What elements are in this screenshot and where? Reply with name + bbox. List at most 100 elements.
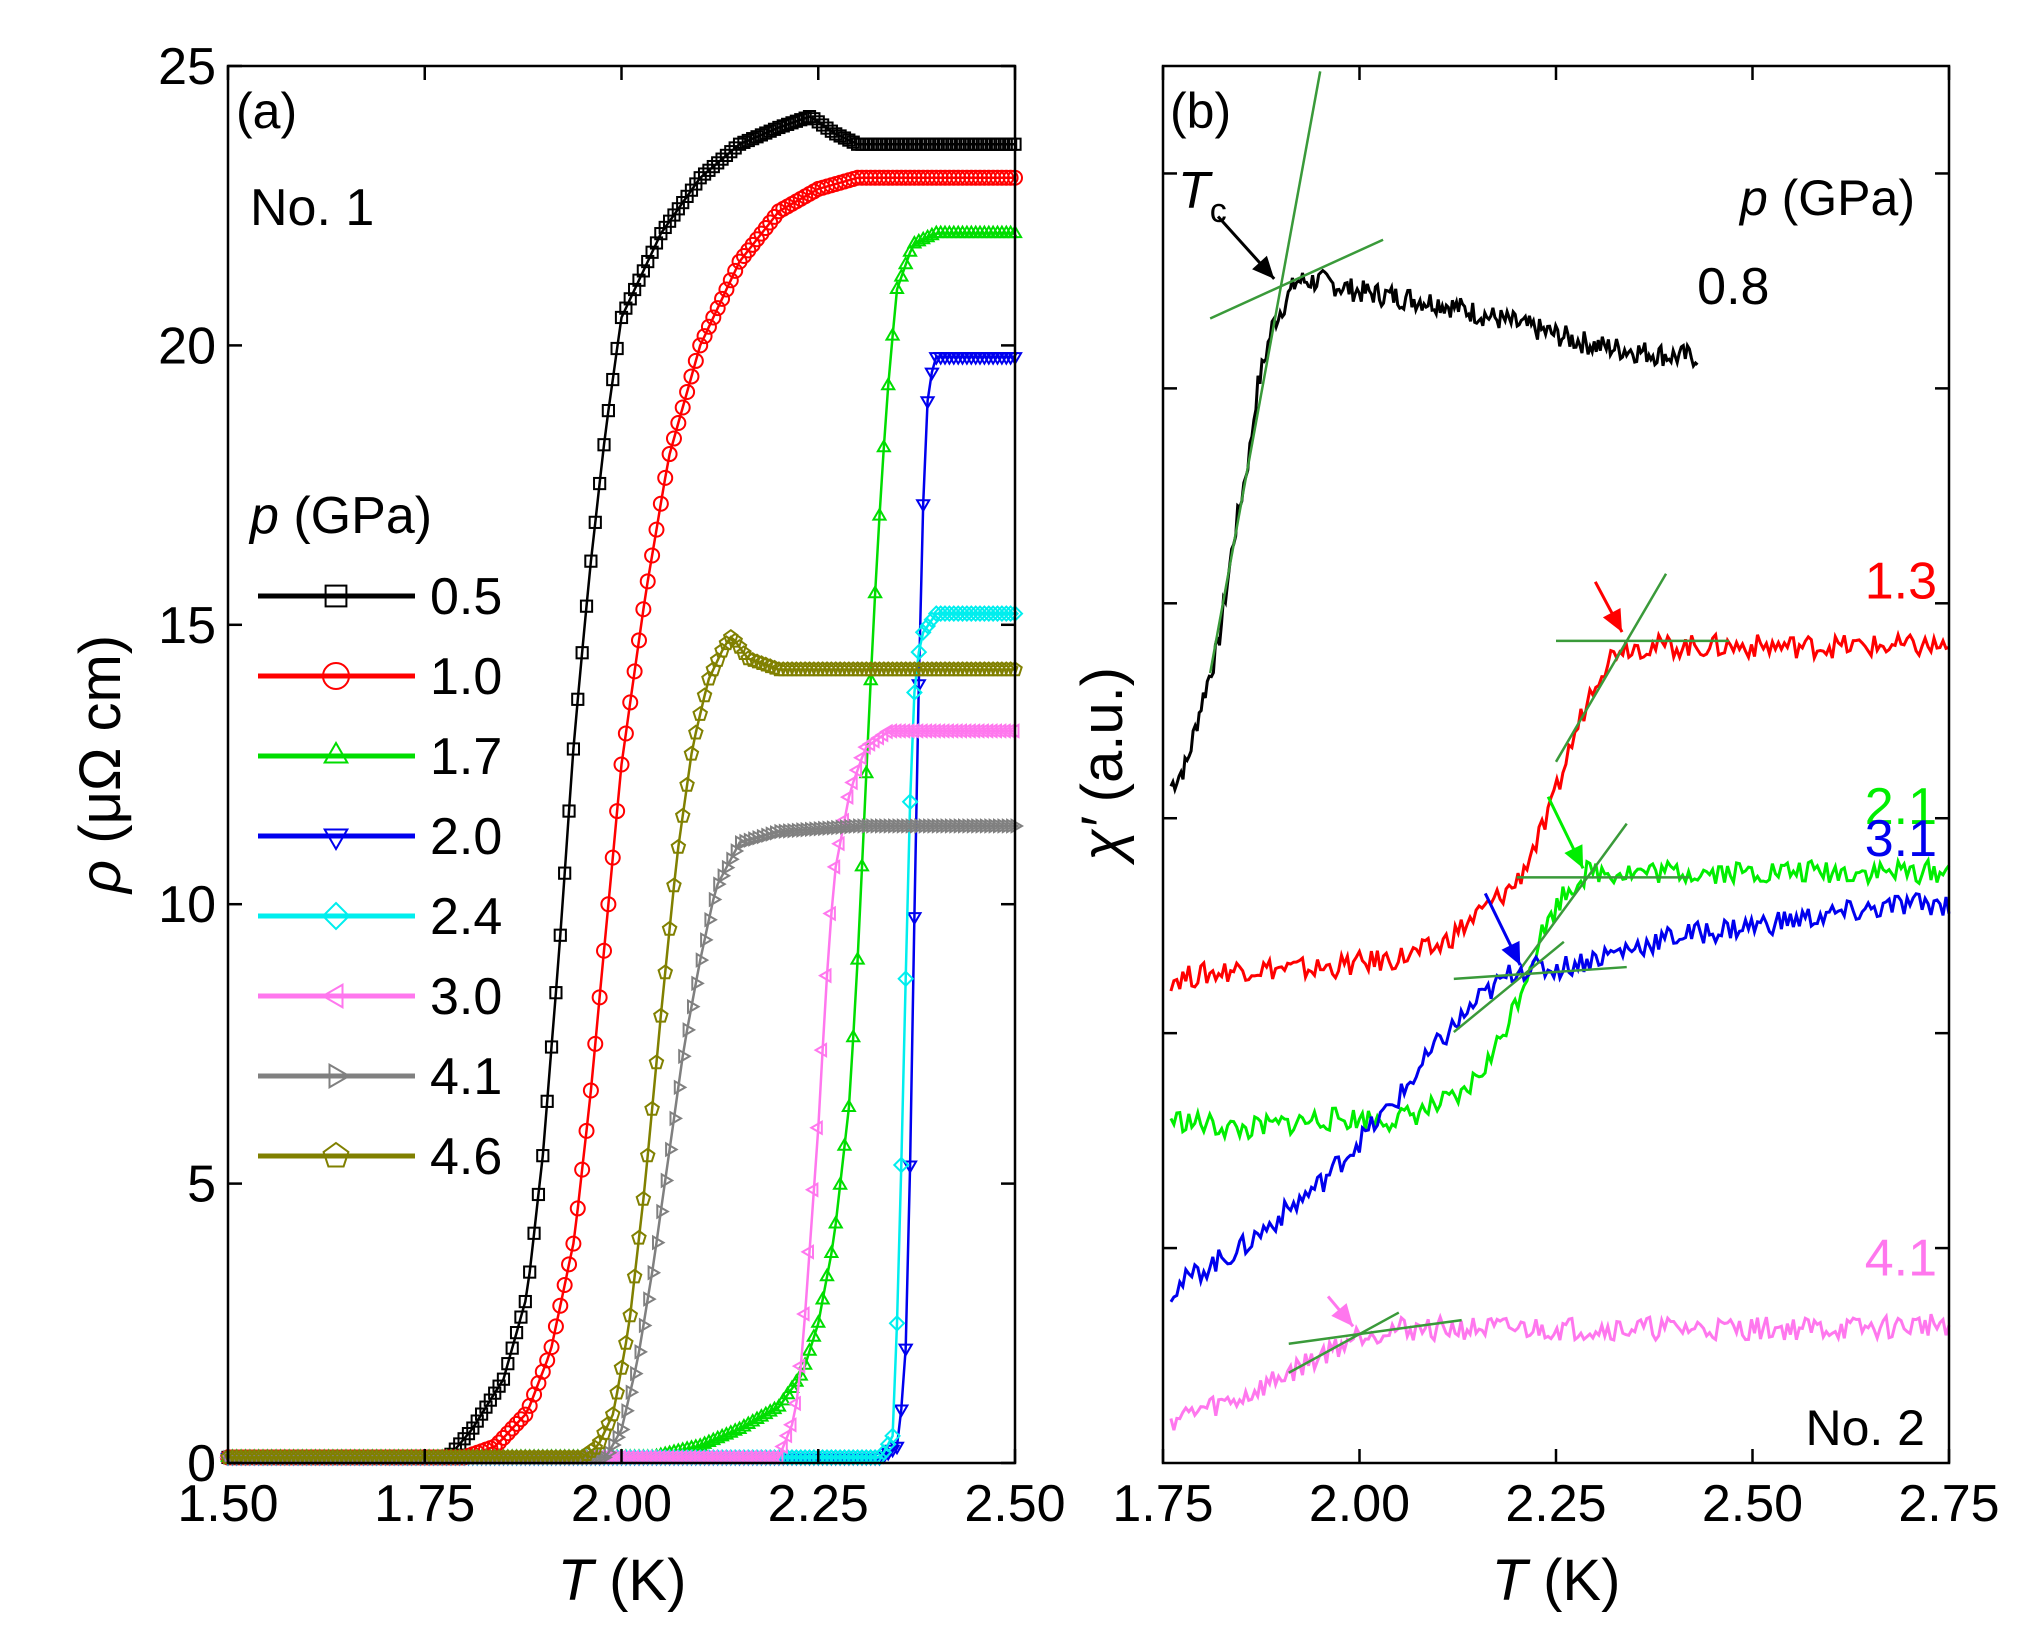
data-point [792, 1367, 809, 1381]
legend-marker [321, 982, 344, 1010]
tc-arrow-head [1501, 940, 1521, 966]
data-point [998, 169, 1015, 186]
data-point [622, 694, 639, 711]
data-point [924, 226, 940, 241]
data-point [670, 415, 687, 432]
data-point [800, 1244, 814, 1260]
data-point [561, 1256, 578, 1273]
data-point [884, 327, 901, 341]
data-point [919, 617, 937, 635]
data-point [782, 1417, 797, 1433]
data-point [915, 499, 931, 513]
data-point [829, 127, 843, 141]
data-point [653, 1007, 669, 1023]
data-point [763, 124, 777, 138]
data-point [587, 1035, 604, 1052]
panel-b-x-tick-label: 2.25 [1505, 1475, 1606, 1533]
data-point [639, 573, 656, 590]
data-point [496, 1372, 511, 1386]
data-point [727, 632, 743, 648]
tangent-line-below-tc [1515, 822, 1628, 975]
data-point [518, 1294, 532, 1309]
data-point [862, 671, 879, 686]
data-point [695, 952, 710, 968]
data-point [897, 255, 914, 270]
panel-a-x-tick-label: 1.50 [177, 1475, 278, 1533]
panel-a-y-tick-label: 10 [158, 876, 216, 934]
data-point [638, 1317, 653, 1334]
data-point [706, 159, 720, 174]
legend-entry-2-4: 2.4 [258, 888, 502, 946]
panel-a-data-layer [219, 110, 1025, 1467]
data-point [741, 133, 755, 148]
series-1-0 [220, 169, 1023, 1466]
legend-marker [322, 741, 350, 764]
panel-b-frame [1161, 64, 1951, 1465]
data-point [893, 268, 910, 282]
data-point [626, 1268, 643, 1284]
data-point [910, 643, 928, 661]
data-point [880, 376, 897, 391]
legend-marker [324, 584, 348, 608]
pressure-label: 2.1 [1865, 778, 1937, 836]
data-point [623, 292, 637, 306]
data-point [789, 114, 803, 128]
data-point [648, 1054, 665, 1070]
data-point [531, 1187, 546, 1202]
panel-a-sample-label: No. 1 [250, 179, 374, 237]
panel-a-x-tick-label: 2.50 [964, 1475, 1065, 1533]
data-point [858, 764, 875, 779]
panel-b-y-unit: (a.u.) [1070, 667, 1135, 819]
data-point [683, 368, 700, 385]
data-point [798, 111, 812, 125]
data-point [705, 309, 722, 326]
data-point [634, 1344, 649, 1360]
series-line-4-6 [228, 635, 1015, 1459]
data-point [625, 1384, 640, 1401]
data-point [801, 1342, 818, 1356]
data-point [661, 446, 678, 463]
legend-label: 4.1 [430, 1048, 502, 1106]
panel-a-x-tick-label: 1.75 [374, 1475, 475, 1533]
data-point [565, 1235, 582, 1252]
data-point [648, 521, 665, 538]
data-point [902, 243, 918, 257]
data-point [666, 877, 682, 893]
panel-a-legend: p (GPa) 0.5 1.0 1.7 2.0 2.4 3.0 4.1 4.6 [248, 487, 502, 1186]
panel-a-y-tick-label: 0 [187, 1435, 216, 1493]
legend-label: 2.4 [430, 888, 502, 946]
data-point [708, 891, 723, 908]
data-point [842, 133, 856, 147]
data-point [547, 1318, 564, 1335]
data-point [512, 1411, 529, 1428]
tangent-line-below-tc [1288, 1311, 1400, 1374]
data-point [643, 1291, 657, 1307]
data-point [628, 282, 642, 297]
data-point [492, 1379, 506, 1393]
tc-subscript: c [1210, 192, 1227, 230]
panel-a-y-symbol: ρ [68, 860, 133, 895]
trace-4-1: 4.1 [1169, 1229, 1951, 1431]
data-point [553, 928, 567, 942]
data-point [905, 684, 923, 701]
legend-label: 1.7 [430, 728, 502, 786]
series-0-5 [221, 110, 1022, 1465]
data-point [508, 1415, 525, 1432]
data-point [924, 367, 940, 382]
data-point [778, 1427, 793, 1444]
data-point [841, 1098, 857, 1112]
data-point [673, 1079, 688, 1096]
data-point [639, 1147, 656, 1163]
data-point [584, 554, 598, 568]
data-point [852, 749, 867, 766]
data-point [731, 638, 748, 654]
data-point [718, 281, 735, 298]
data-point [501, 1357, 515, 1371]
tc-arrow-head [1564, 844, 1584, 869]
data-point [682, 1022, 697, 1038]
data-point [582, 1082, 599, 1099]
data-point [626, 663, 643, 680]
data-point [889, 280, 905, 294]
data-point [831, 835, 845, 852]
data-point [549, 986, 563, 1000]
